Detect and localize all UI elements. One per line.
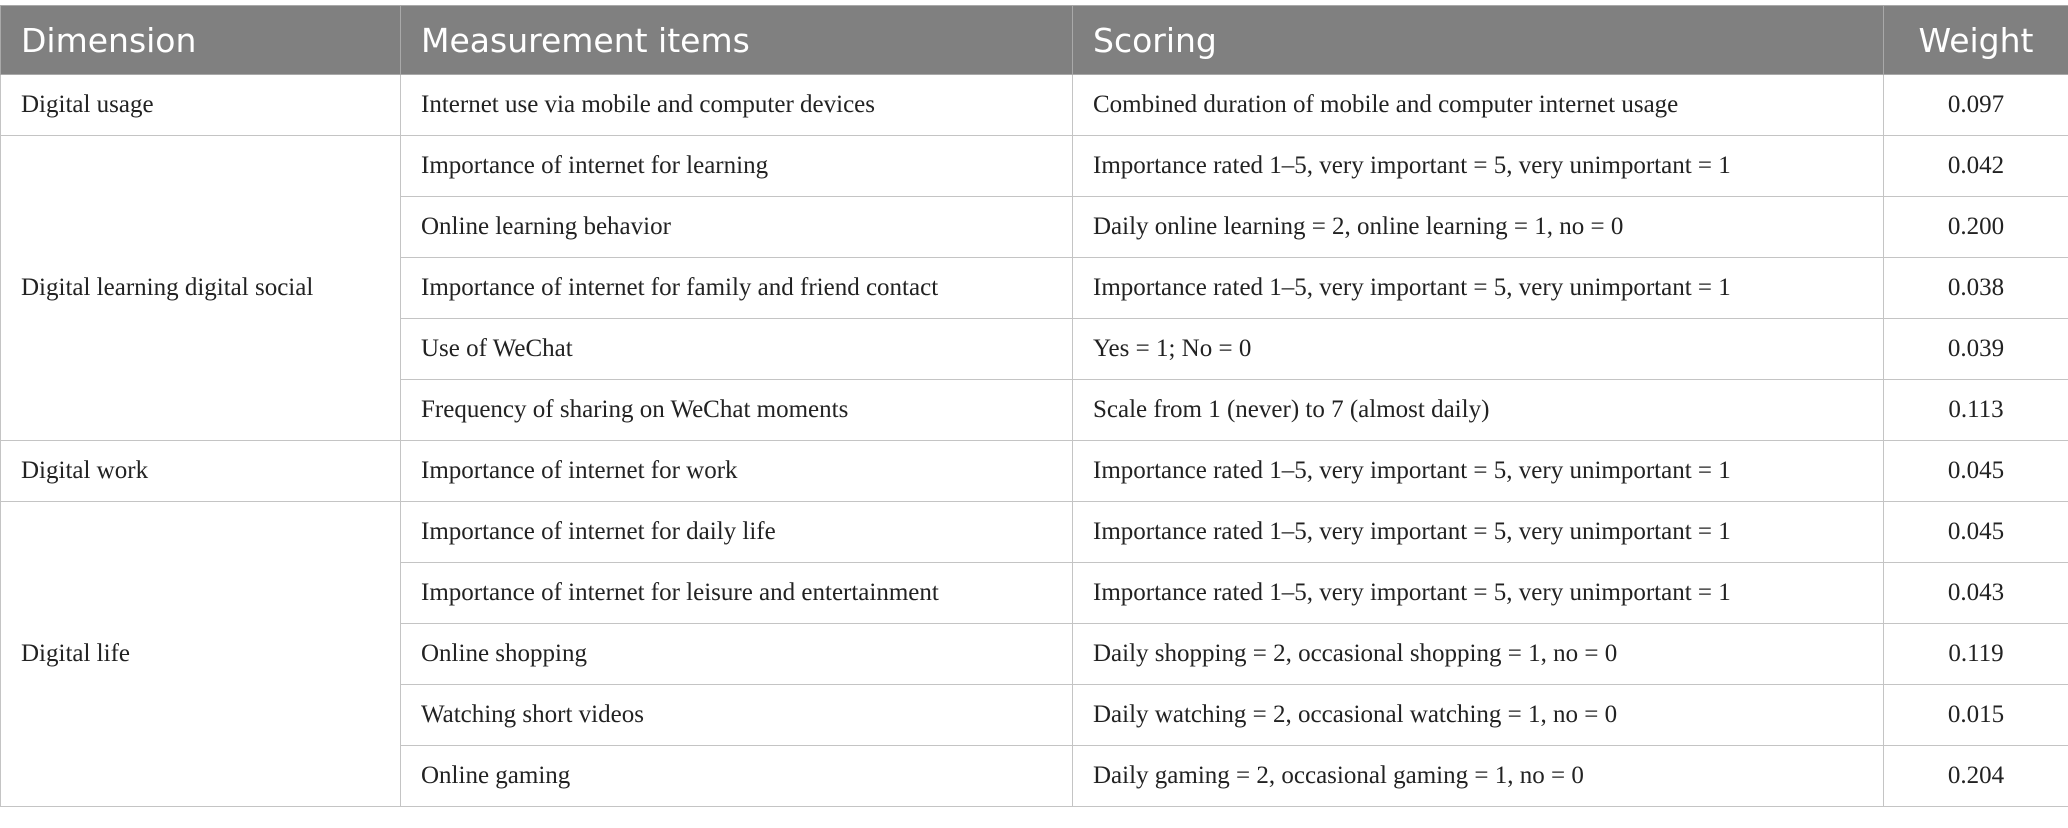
- scoring-cell: Daily shopping = 2, occasional shopping …: [1072, 623, 1884, 685]
- header-row: Dimension Measurement items Scoring Weig…: [0, 5, 2068, 75]
- scoring-cell: Scale from 1 (never) to 7 (almost daily): [1072, 379, 1884, 441]
- header-dimension: Dimension: [0, 5, 401, 75]
- scoring-cell: Importance rated 1–5, very important = 5…: [1072, 257, 1884, 319]
- scoring-cell: Yes = 1; No = 0: [1072, 318, 1884, 380]
- dimension-cell: Digital usage: [0, 74, 401, 136]
- table-row: Digital usage Internet use via mobile and…: [0, 74, 2068, 136]
- table-row: Digital work Importance of internet for w…: [0, 440, 2068, 502]
- measurement-item-cell: Importance of internet for leisure and e…: [400, 562, 1073, 624]
- header-measurement-items: Measurement items: [400, 5, 1073, 75]
- measurement-item-cell: Importance of internet for learning: [400, 135, 1073, 197]
- weight-cell: 0.119: [1883, 623, 2068, 685]
- header-weight: Weight: [1883, 5, 2068, 75]
- scoring-cell: Importance rated 1–5, very important = 5…: [1072, 440, 1884, 502]
- table-row: Digital learning digital social Importanc…: [0, 135, 2068, 441]
- weight-cell: 0.097: [1883, 74, 2068, 136]
- table-row: Watching short videos Daily watching = 2,…: [1, 684, 2068, 746]
- measurement-item-cell: Online gaming: [400, 745, 1073, 807]
- table-row: Importance of internet for leisure and e…: [1, 562, 2068, 624]
- weight-cell: 0.043: [1883, 562, 2068, 624]
- weight-cell: 0.204: [1883, 745, 2068, 807]
- table-row: Online gaming Daily gaming = 2, occasiona…: [1, 745, 2068, 807]
- measurement-item-cell: Use of WeChat: [400, 318, 1073, 380]
- measurement-item-cell: Internet use via mobile and computer dev…: [400, 74, 1073, 136]
- weight-cell: 0.113: [1883, 379, 2068, 441]
- dimension-cell: Digital learning digital social: [0, 135, 401, 441]
- table-row: Online learning behavior Daily online lea…: [1, 196, 2068, 258]
- weight-cell: 0.200: [1883, 196, 2068, 258]
- weight-cell: 0.015: [1883, 684, 2068, 746]
- scoring-cell: Importance rated 1–5, very important = 5…: [1072, 501, 1884, 563]
- table-row: Digital life Importance of internet for d…: [0, 501, 2068, 807]
- table-row: Frequency of sharing on WeChat moments Sc…: [1, 379, 2068, 441]
- header-scoring: Scoring: [1072, 5, 1884, 75]
- weight-cell: 0.045: [1883, 440, 2068, 502]
- dimension-cell: Digital life: [0, 501, 401, 807]
- digital-literacy-table: Dimension Measurement items Scoring Weig…: [0, 5, 2068, 807]
- scoring-cell: Importance rated 1–5, very important = 5…: [1072, 562, 1884, 624]
- weight-cell: 0.045: [1883, 501, 2068, 563]
- scoring-cell: Daily gaming = 2, occasional gaming = 1,…: [1072, 745, 1884, 807]
- scoring-cell: Importance rated 1–5, very important = 5…: [1072, 135, 1884, 197]
- scoring-cell: Daily watching = 2, occasional watching …: [1072, 684, 1884, 746]
- measurement-item-cell: Online shopping: [400, 623, 1073, 685]
- measurement-item-cell: Importance of internet for family and fr…: [400, 257, 1073, 319]
- weight-cell: 0.039: [1883, 318, 2068, 380]
- measurement-item-cell: Online learning behavior: [400, 196, 1073, 258]
- measurement-item-cell: Watching short videos: [400, 684, 1073, 746]
- dimension-cell: Digital work: [0, 440, 401, 502]
- weight-cell: 0.038: [1883, 257, 2068, 319]
- table-row: Online shopping Daily shopping = 2, occas…: [1, 623, 2068, 685]
- weight-cell: 0.042: [1883, 135, 2068, 197]
- measurement-item-cell: Frequency of sharing on WeChat moments: [400, 379, 1073, 441]
- measurement-item-cell: Importance of internet for daily life: [400, 501, 1073, 563]
- scoring-cell: Daily online learning = 2, online learni…: [1072, 196, 1884, 258]
- scoring-cell: Combined duration of mobile and computer…: [1072, 74, 1884, 136]
- measurement-item-cell: Importance of internet for work: [400, 440, 1073, 502]
